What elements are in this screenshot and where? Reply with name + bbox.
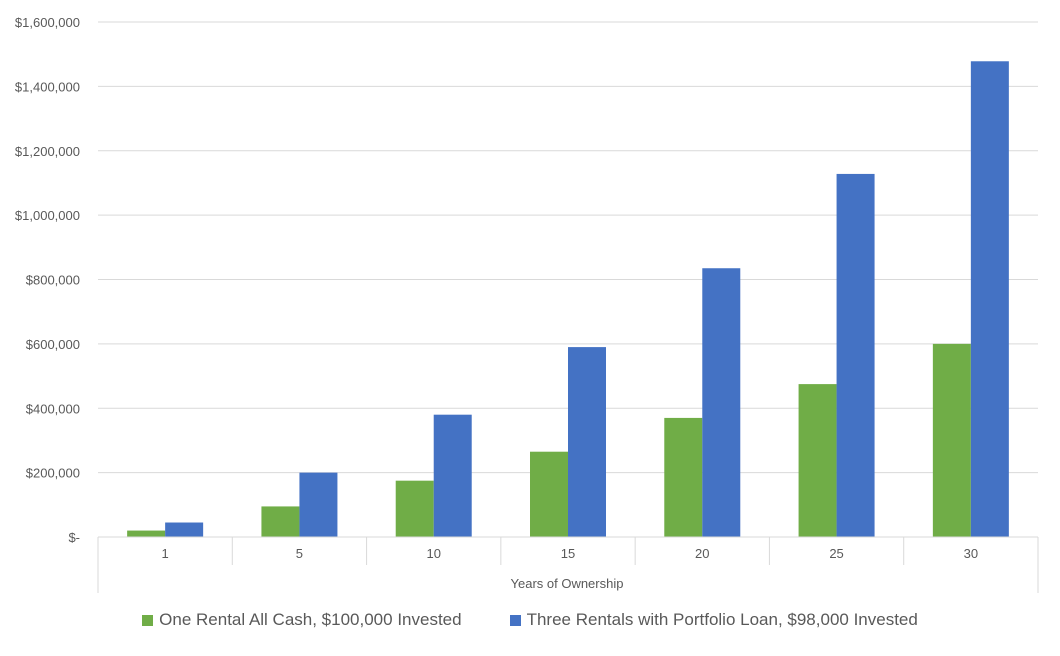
y-tick-label: $200,000 (26, 466, 80, 481)
y-tick-label: $1,600,000 (15, 15, 80, 30)
x-tick-label: 30 (964, 546, 978, 561)
bar-series-2 (165, 522, 204, 537)
y-tick-label: $600,000 (26, 337, 80, 352)
x-axis-tick-labels: 1 5 10 15 20 25 30 (162, 546, 979, 561)
legend-item-series-1: One Rental All Cash, $100,000 Invested (142, 610, 462, 630)
legend-swatch-series-2 (509, 614, 521, 626)
x-tick-label: 10 (426, 546, 440, 561)
bar-series-1 (261, 506, 300, 537)
bar-series-1 (127, 530, 166, 537)
bars (127, 61, 1009, 538)
bar-series-1 (932, 343, 971, 537)
bar-series-2 (299, 472, 338, 537)
x-tick-label: 20 (695, 546, 709, 561)
y-tick-label: $- (68, 530, 80, 545)
bar-series-1 (798, 384, 837, 537)
y-tick-label: $800,000 (26, 273, 80, 288)
y-tick-label: $400,000 (26, 401, 80, 416)
bar-series-1 (530, 451, 568, 537)
x-axis-title: Years of Ownership (511, 576, 624, 591)
bar-series-2 (702, 268, 741, 537)
x-tick-label: 1 (162, 546, 169, 561)
x-tick-label: 25 (829, 546, 843, 561)
x-axis (97, 536, 1039, 593)
legend-label-series-1: One Rental All Cash, $100,000 Invested (159, 610, 462, 629)
x-tick-label: 5 (296, 546, 303, 561)
legend-label-series-2: Three Rentals with Portfolio Loan, $98,0… (526, 610, 918, 629)
legend-item-series-2: Three Rentals with Portfolio Loan, $98,0… (509, 610, 918, 630)
y-axis-tick-labels: $- $200,000 $400,000 $600,000 $800,000 $1,000… (15, 15, 80, 545)
legend-swatch-series-1 (142, 614, 154, 626)
bar-series-2 (433, 414, 472, 537)
bar-series-2 (970, 61, 1009, 538)
y-tick-label: $1,400,000 (15, 79, 80, 94)
x-tick-label: 15 (561, 546, 575, 561)
bar-series-2 (836, 173, 875, 538)
gridlines (98, 21, 1038, 474)
bar-series-2 (568, 347, 606, 537)
bar-series-1 (395, 480, 434, 537)
y-tick-label: $1,000,000 (15, 208, 80, 223)
y-tick-label: $1,200,000 (15, 144, 80, 159)
legend: One Rental All Cash, $100,000 Invested T… (0, 604, 1060, 636)
bar-series-1 (664, 417, 703, 537)
